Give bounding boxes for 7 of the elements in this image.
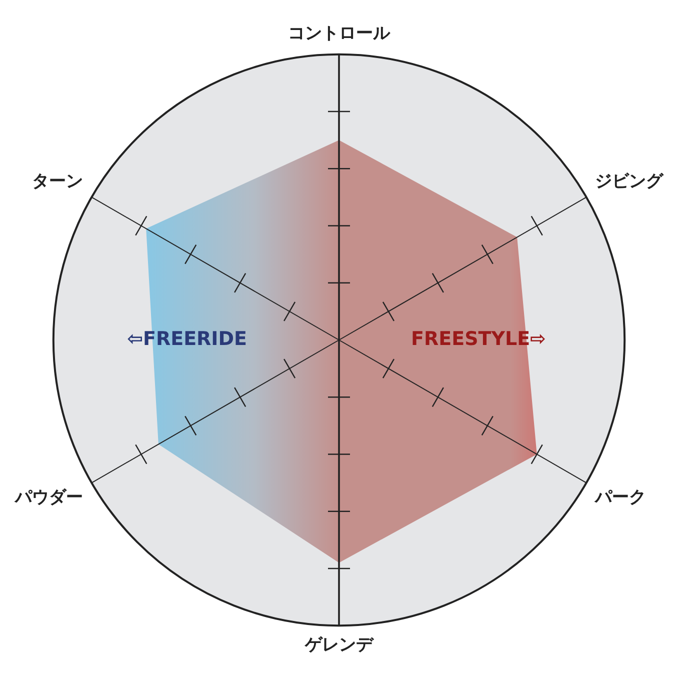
spoke-label: パーク (594, 487, 646, 508)
spoke-label: パウダー (14, 487, 83, 508)
spoke-label: ターン (32, 171, 83, 192)
spoke-label: コントロール (288, 24, 391, 44)
spoke-label: ゲレンデ (304, 635, 375, 656)
spoke-label: ジビング (595, 171, 664, 192)
text: ⇦FREERIDE (127, 328, 247, 350)
